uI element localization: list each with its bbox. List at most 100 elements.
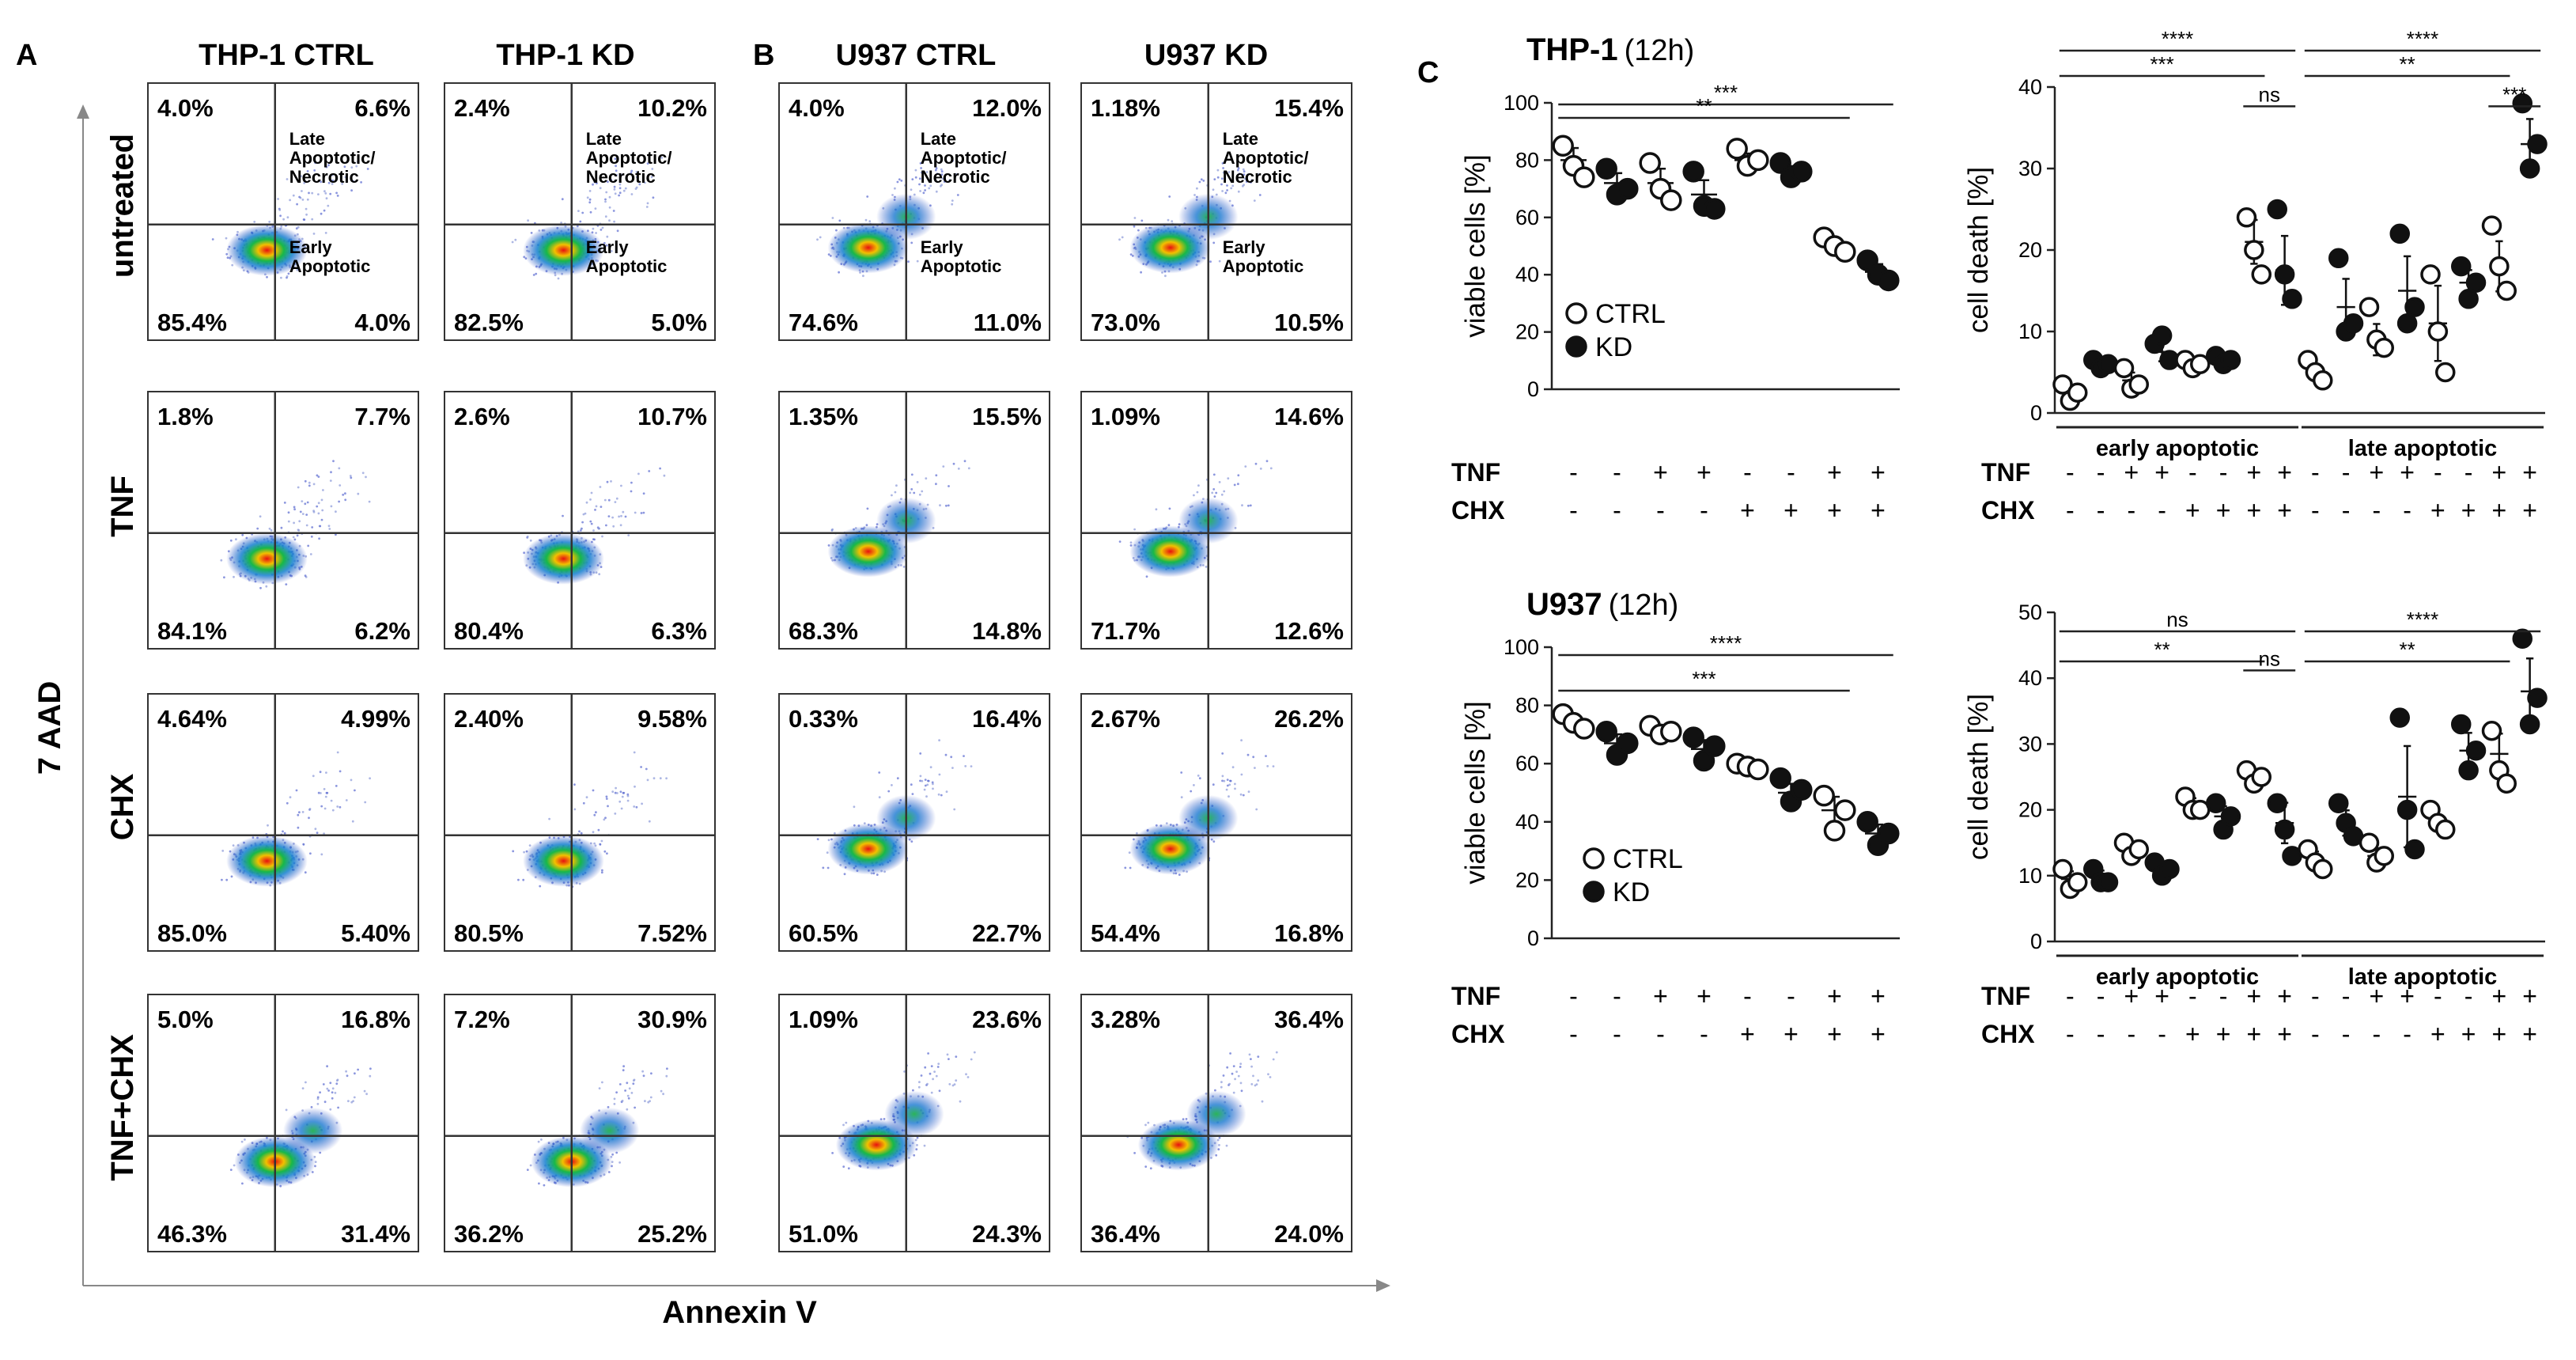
flow-dot: [1193, 494, 1195, 497]
flow-dot: [233, 575, 235, 578]
header-u937-ctrl: U937 CTRL: [836, 39, 997, 72]
flow-dot: [599, 187, 602, 190]
tnf-sign: +: [2400, 458, 2415, 487]
y-tick-label: 80: [1515, 148, 1539, 172]
flow-dot: [1144, 1123, 1147, 1127]
flow-dot: [611, 790, 615, 794]
flow-dot: [560, 222, 562, 224]
flow-dot: [323, 190, 326, 193]
tnf-sign: -: [1569, 458, 1578, 487]
tnf-sign: +: [1697, 458, 1712, 487]
flow-dot: [285, 583, 288, 585]
chx-sign: -: [2373, 1020, 2381, 1048]
flow-dot: [306, 501, 309, 504]
flow-dot: [925, 477, 928, 480]
header-thp-kd: THP-1 KD: [496, 39, 634, 72]
quadrant-ll: 84.1%: [157, 617, 227, 645]
flow-dot: [327, 525, 331, 528]
row-label-tnf-chx: TNF+CHX: [105, 1034, 140, 1181]
flow-dot: [369, 1074, 372, 1078]
flow-dot: [585, 796, 588, 799]
annotation-late: Late: [921, 129, 956, 149]
annotation-early: Apoptotic: [586, 256, 668, 276]
chx-sign: -: [1613, 496, 1621, 525]
tnf-sign: +: [1827, 458, 1842, 487]
flow-dot: [277, 198, 279, 200]
tnf-sign: -: [1569, 982, 1578, 1010]
quadrant-ul: 1.35%: [789, 403, 858, 430]
flow-dot: [588, 190, 592, 192]
flow-dot: [301, 513, 305, 515]
quadrant-lr: 4.0%: [354, 309, 410, 336]
y-tick-label: 30: [2018, 732, 2042, 756]
flow-dot: [955, 165, 959, 168]
flow-dot: [1190, 790, 1193, 793]
flow-dot: [600, 229, 603, 231]
flow-density-core: [523, 835, 604, 887]
flow-dot: [324, 795, 327, 798]
flow-dot: [1144, 1165, 1148, 1168]
flow-dot: [819, 236, 822, 239]
flow-dot: [920, 1074, 923, 1077]
flow-dot: [612, 525, 615, 528]
flow-dot: [599, 486, 602, 488]
chx-sign: -: [2128, 1020, 2136, 1048]
chx-sign: -: [2403, 496, 2411, 525]
flow-dot: [305, 524, 308, 527]
flow-dot: [527, 219, 529, 222]
flow-dot: [642, 511, 645, 514]
treatment-label-tnf: TNF: [1981, 458, 2030, 487]
chx-sign: +: [1871, 1020, 1886, 1048]
quadrant-lr: 25.2%: [637, 1220, 707, 1248]
legend-ctrl-marker: [1565, 302, 1587, 324]
flow-dot: [316, 1097, 320, 1101]
flow-dot: [593, 180, 596, 184]
flow-dot: [1212, 783, 1215, 786]
flow-dot: [1215, 491, 1218, 494]
flow-dot: [621, 1100, 624, 1102]
flow-panel-thp_kd-1: 2.4% 10.2%82.5% 5.0%LateApoptotic/Necrotic…: [444, 82, 716, 341]
tnf-sign: +: [2370, 982, 2385, 1010]
flow-dot: [329, 1082, 332, 1085]
flow-dot: [922, 191, 925, 195]
flow-dot: [896, 777, 899, 780]
flow-dot: [336, 195, 339, 197]
flow-dot: [323, 788, 326, 790]
chx-sign: -: [1656, 496, 1665, 525]
quadrant-ur: 26.2%: [1274, 705, 1344, 733]
flow-dot: [286, 178, 289, 180]
kd-point: [2396, 799, 2418, 820]
kd-point: [2404, 839, 2425, 860]
flow-dot: [816, 238, 819, 241]
flow-dot: [919, 775, 922, 778]
ctrl-point: [2435, 819, 2456, 840]
flow-dot: [523, 850, 525, 854]
flow-dot: [365, 1093, 368, 1096]
ctrl-point: [1747, 149, 1769, 172]
flow-dot: [637, 472, 640, 475]
flow-frame: [147, 994, 419, 1252]
flow-dot: [344, 492, 346, 495]
flow-dot: [1133, 1152, 1136, 1154]
flow-dot: [319, 525, 322, 528]
flow-dot: [211, 238, 214, 241]
sig-label: ***: [2502, 82, 2526, 106]
tnf-sign: +: [2277, 982, 2292, 1010]
tnf-sign: -: [2066, 458, 2075, 487]
flow-dot: [240, 1140, 244, 1143]
quadrant-lr: 16.8%: [1274, 919, 1344, 947]
flow-dot: [586, 196, 589, 199]
flow-dot: [925, 795, 928, 798]
flow-dot: [1140, 271, 1142, 274]
flow-dot: [1223, 490, 1226, 493]
flow-dot: [1231, 1072, 1234, 1075]
flow-density-core: [226, 224, 308, 276]
y-tick-label: 0: [2030, 930, 2042, 953]
flow-dot: [827, 866, 830, 869]
flow-dot: [304, 502, 307, 506]
quadrant-ur: 15.4%: [1274, 94, 1344, 122]
tnf-sign: +: [2400, 982, 2415, 1010]
annotation-late: Necrotic: [921, 167, 990, 187]
flow-dot: [357, 492, 360, 495]
chx-sign: +: [2492, 1020, 2507, 1048]
